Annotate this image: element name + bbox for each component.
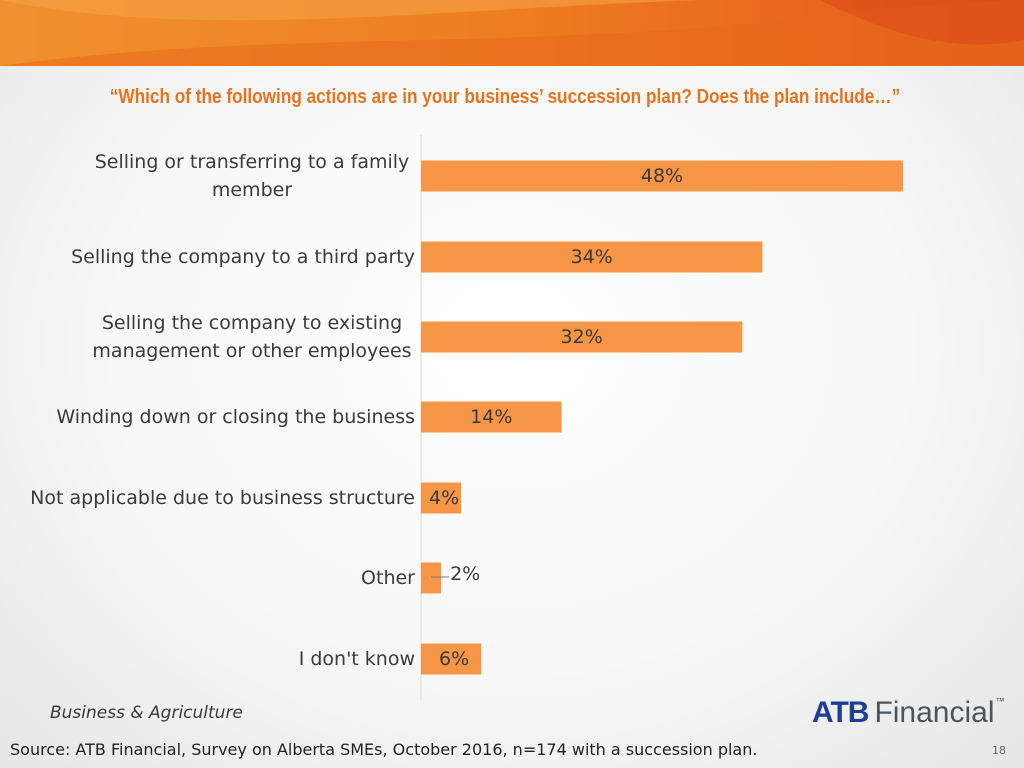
source-note: Source: ATB Financial, Survey on Alberta… (10, 740, 758, 759)
category-label-4: Winding down or closing the business (56, 406, 415, 428)
category-label-3-line-1: Selling the company to existing (102, 312, 402, 334)
bar-5 (421, 482, 462, 514)
category-label-6: Other (361, 567, 415, 589)
value-label-6: 2% (450, 563, 480, 585)
division-label: Business & Agriculture (50, 703, 243, 723)
logo-trademark: ™ (995, 696, 1005, 706)
header-banner (0, 0, 1024, 66)
category-label-7: I don't know (299, 648, 415, 670)
page-number: 18 (992, 744, 1006, 757)
category-labels: Selling or transferring to a family membe… (30, 151, 415, 670)
succession-plan-bar-chart: Selling or transferring to a family membe… (30, 135, 903, 700)
bar-4 (421, 401, 562, 433)
bar-1 (421, 160, 903, 192)
value-labels: 48% 34% 32% 14% 4% 2% 6% (429, 165, 683, 670)
category-label-3-line-2: management or other employees (92, 340, 411, 362)
bars (421, 160, 903, 675)
value-label-1: 48% (641, 165, 683, 187)
survey-question-title: “Which of the following actions are in y… (109, 86, 901, 108)
bar-2 (421, 241, 763, 273)
bar-6 (421, 562, 442, 594)
category-label-2: Selling the company to a third party (71, 246, 415, 268)
value-label-4: 14% (470, 406, 512, 428)
value-label-2: 34% (571, 246, 613, 268)
logo-word: Financial (874, 696, 995, 729)
value-label-5: 4% (429, 487, 459, 509)
bar-7 (421, 643, 482, 675)
value-label-3: 32% (561, 326, 603, 348)
category-label-1-line-1: Selling or transferring to a family (95, 151, 410, 173)
value-label-7: 6% (439, 648, 469, 670)
bar-3 (421, 321, 743, 353)
logo-brand: ATB (812, 696, 869, 729)
atb-financial-logo: ATB Financial ™ (812, 696, 1005, 730)
category-label-1-line-2: member (212, 179, 292, 201)
category-label-5: Not applicable due to business structure (30, 487, 415, 509)
